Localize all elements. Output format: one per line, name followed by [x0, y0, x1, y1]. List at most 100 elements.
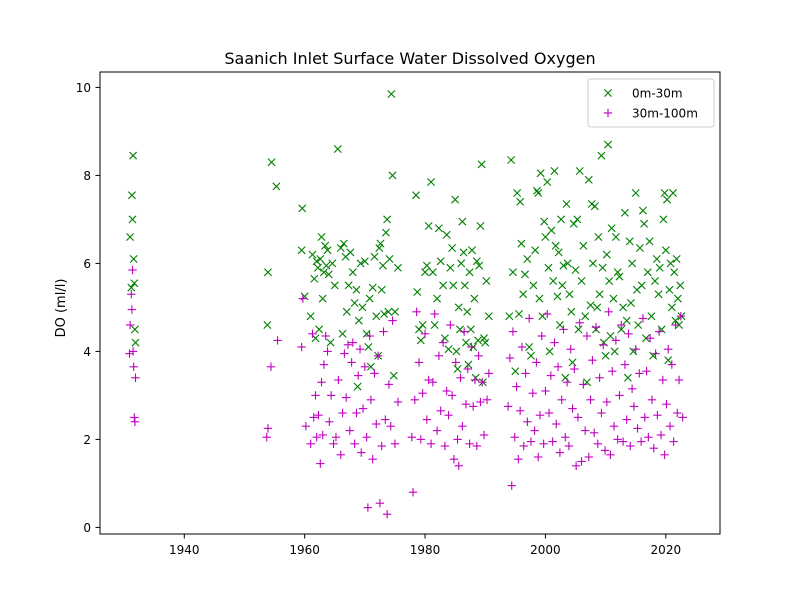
data-point: [372, 312, 381, 321]
data-point: [130, 417, 140, 426]
data-point: [642, 367, 651, 376]
data-point: [554, 248, 563, 257]
data-point: [514, 455, 523, 464]
data-point: [622, 316, 631, 325]
data-point: [418, 321, 427, 329]
data-point: [420, 329, 430, 338]
data-point: [424, 375, 433, 385]
data-point: [564, 441, 574, 451]
data-point: [640, 413, 649, 422]
data-point: [127, 283, 136, 292]
data-point: [263, 268, 272, 277]
data-point: [590, 202, 599, 211]
data-point: [656, 430, 666, 440]
data-point: [464, 360, 473, 369]
data-point: [533, 186, 541, 195]
data-point: [442, 386, 451, 396]
data-point: [626, 441, 635, 451]
data-point: [617, 325, 626, 334]
data-point: [593, 439, 603, 448]
data-point: [382, 510, 392, 519]
data-point: [468, 246, 476, 255]
data-point: [601, 351, 610, 360]
data-point: [627, 384, 637, 393]
data-point: [126, 233, 135, 241]
data-point: [461, 400, 471, 409]
data-point: [676, 312, 686, 321]
data-point: [306, 312, 315, 321]
data-point: [415, 325, 424, 334]
data-point: [469, 402, 478, 411]
data-point: [310, 274, 319, 283]
data-point: [316, 255, 325, 263]
data-point: [432, 426, 442, 435]
data-point: [608, 367, 617, 376]
data-point: [623, 373, 632, 382]
data-point: [559, 325, 568, 334]
data-point: [344, 281, 353, 290]
data-point: [365, 331, 374, 341]
data-point: [584, 175, 593, 184]
data-point: [128, 215, 137, 224]
data-point: [505, 312, 514, 321]
data-point: [442, 230, 451, 239]
data-point: [353, 382, 362, 391]
data-point: [580, 426, 590, 435]
data-point: [574, 325, 583, 334]
data-point: [449, 455, 459, 464]
data-point: [521, 369, 530, 378]
data-point: [637, 281, 646, 290]
data-point: [422, 415, 432, 424]
data-point: [130, 325, 139, 334]
data-point: [517, 239, 526, 248]
data-point: [458, 422, 467, 431]
data-point: [582, 331, 592, 341]
data-point: [555, 321, 564, 329]
data-point: [568, 358, 577, 367]
data-point: [314, 411, 323, 420]
data-point: [537, 331, 547, 341]
data-point: [312, 433, 321, 442]
data-point: [620, 208, 629, 217]
data-point: [125, 320, 135, 330]
data-point: [643, 268, 652, 277]
data-point: [463, 364, 472, 374]
data-point: [463, 307, 472, 316]
data-point: [604, 140, 613, 149]
data-point: [484, 312, 493, 321]
data-point: [475, 261, 484, 270]
data-point: [633, 424, 642, 433]
data-point: [430, 321, 439, 329]
data-point: [508, 268, 517, 277]
data-point: [480, 334, 489, 343]
data-point: [484, 369, 494, 378]
data-point: [421, 268, 430, 277]
data-point: [586, 395, 595, 404]
data-point: [557, 215, 566, 224]
data-point: [618, 437, 628, 446]
data-point: [434, 224, 443, 233]
data-point: [535, 411, 545, 420]
chart-title: Saanich Inlet Surface Water Dissolved Ox…: [224, 49, 595, 68]
data-point: [323, 246, 332, 255]
legend-label: 30m-100m: [632, 107, 698, 121]
data-point: [595, 290, 604, 299]
data-point: [607, 224, 616, 233]
data-point: [311, 391, 320, 400]
data-point: [273, 336, 282, 345]
data-point: [652, 255, 661, 263]
data-point: [514, 310, 523, 318]
data-point: [408, 488, 418, 497]
data-point: [678, 413, 687, 422]
data-point: [317, 378, 326, 387]
data-point: [663, 195, 672, 204]
y-tick-label: 4: [83, 345, 91, 359]
data-point: [433, 294, 442, 303]
series-shallow: [126, 90, 686, 391]
data-point: [458, 217, 467, 226]
data-point: [600, 446, 610, 455]
data-point: [561, 433, 570, 442]
data-point: [366, 395, 376, 404]
data-point: [552, 419, 561, 429]
y-tick-label: 2: [83, 433, 91, 447]
